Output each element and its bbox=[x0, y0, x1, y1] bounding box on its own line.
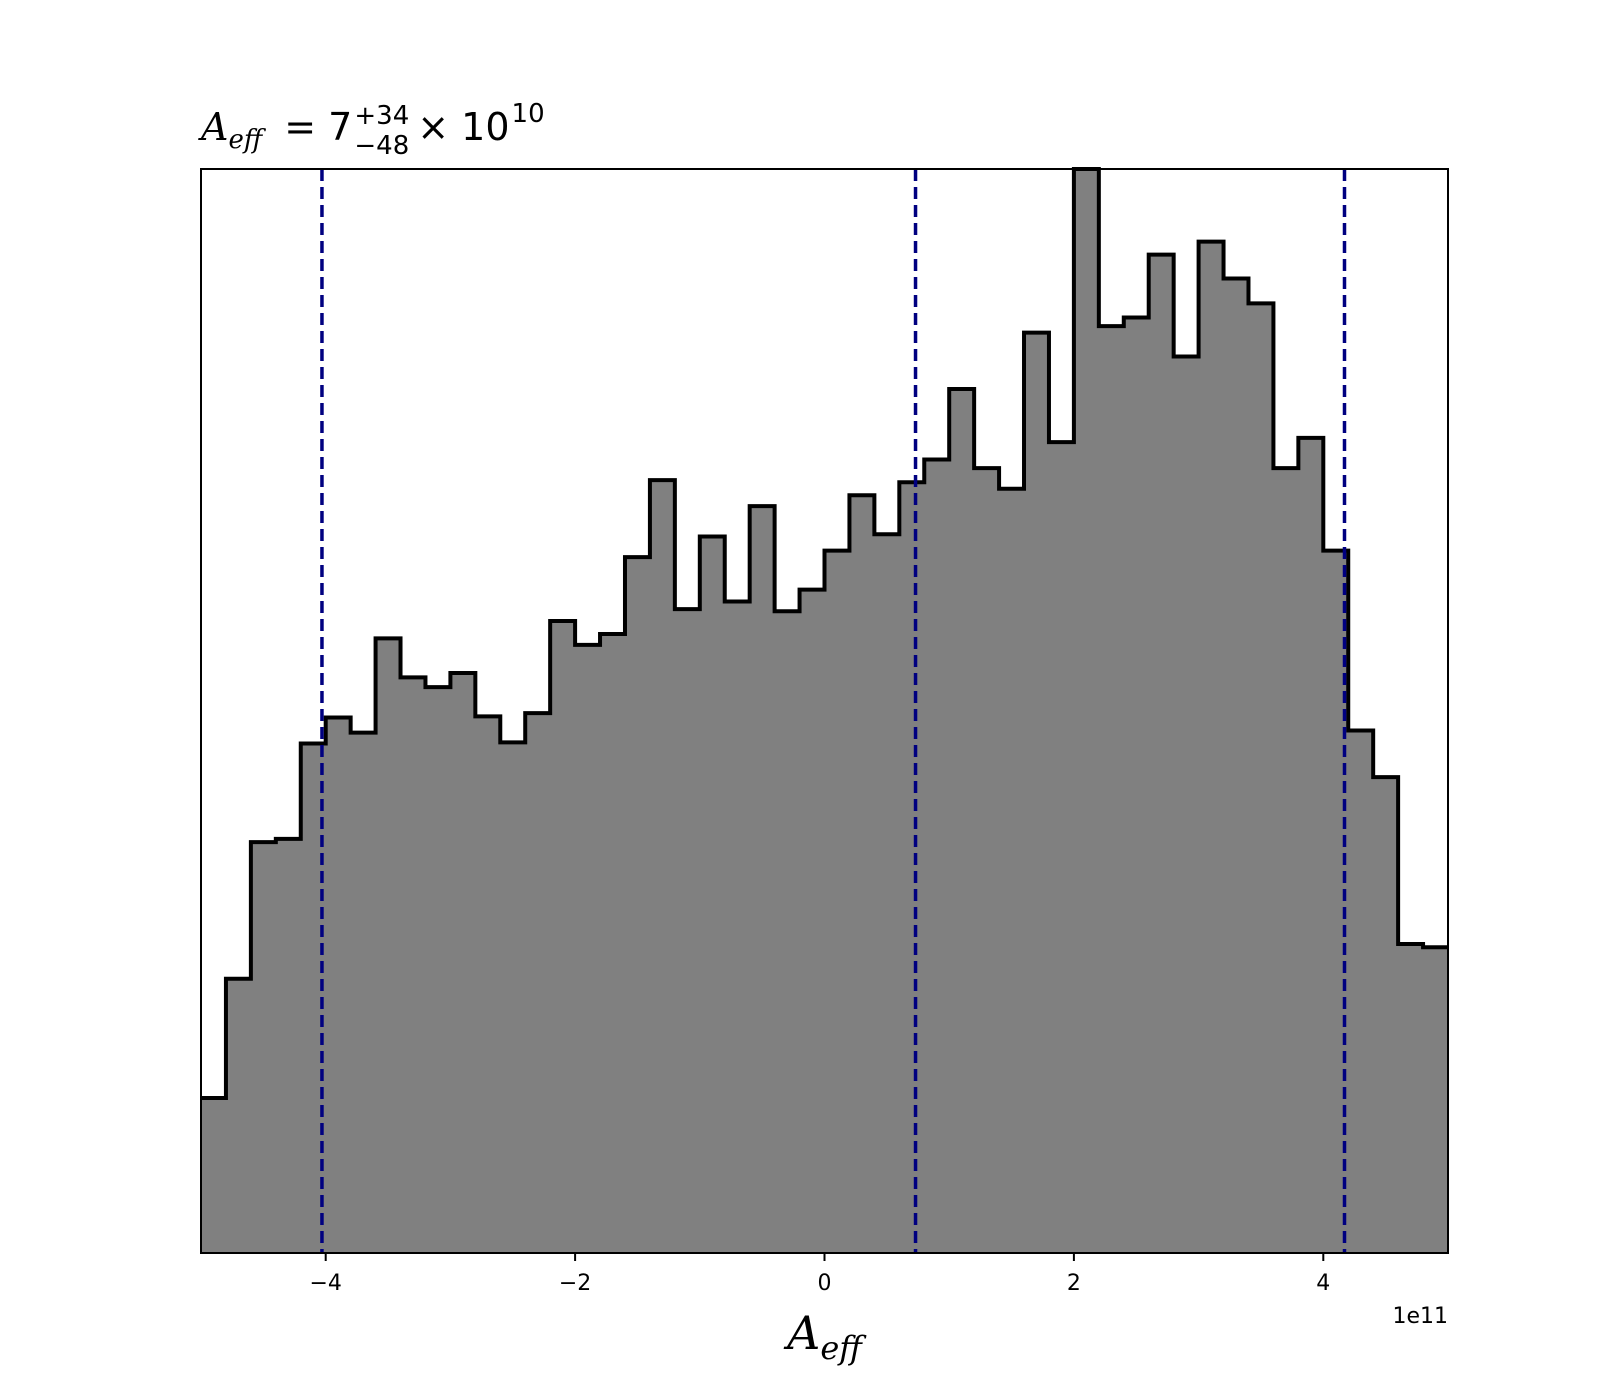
chart-title: Aeff = 7 bbox=[198, 105, 352, 155]
histogram-bar bbox=[475, 716, 501, 1253]
histogram-bar bbox=[400, 677, 427, 1253]
histogram-bar bbox=[1273, 468, 1299, 1254]
x-tick-label: 0 bbox=[818, 1271, 832, 1296]
histogram-bar bbox=[1123, 317, 1150, 1253]
histogram-bars bbox=[201, 167, 1449, 1254]
x-tick-label: −4 bbox=[309, 1271, 341, 1296]
histogram-bar bbox=[1298, 437, 1324, 1253]
histogram-bar bbox=[749, 506, 776, 1253]
histogram-bar bbox=[824, 550, 851, 1253]
histogram-bar bbox=[1148, 254, 1175, 1254]
histogram-bar bbox=[924, 459, 950, 1254]
histogram-bar bbox=[674, 609, 701, 1253]
histogram-bar bbox=[774, 611, 801, 1253]
histogram-bar bbox=[201, 1097, 227, 1253]
histogram-bar bbox=[1398, 944, 1424, 1253]
histogram-bar bbox=[1198, 241, 1225, 1254]
histogram-step-outline bbox=[201, 167, 1448, 1100]
histogram-bar bbox=[525, 713, 551, 1253]
histogram-bar bbox=[1423, 947, 1449, 1253]
histogram-bar bbox=[999, 488, 1025, 1253]
reference-lines bbox=[320, 169, 1347, 1253]
title-var-main: A bbox=[198, 105, 228, 149]
histogram-bar bbox=[874, 534, 900, 1253]
title-var-sub: eff bbox=[228, 125, 266, 155]
histogram-bar bbox=[1024, 332, 1050, 1254]
histogram-bar bbox=[1048, 442, 1075, 1254]
title-equals: = 7 bbox=[284, 105, 352, 149]
title-lower-error: −48 bbox=[354, 131, 409, 161]
histogram-bar bbox=[550, 621, 576, 1253]
histogram-bar bbox=[1073, 169, 1100, 1253]
histogram-bar bbox=[1373, 777, 1399, 1253]
title-multiplier: × 10 bbox=[417, 105, 509, 149]
histogram-bar bbox=[1223, 278, 1250, 1253]
histogram-bar bbox=[1098, 326, 1125, 1253]
x-axis-label: Aeff bbox=[783, 1306, 867, 1367]
histogram-bar bbox=[375, 638, 402, 1253]
histogram-bar bbox=[500, 742, 526, 1253]
x-tick-label: 2 bbox=[1067, 1271, 1081, 1296]
histogram-bar bbox=[699, 536, 726, 1253]
histogram-bar bbox=[600, 634, 626, 1253]
histogram-bar bbox=[450, 673, 476, 1253]
histogram-bar bbox=[949, 389, 975, 1253]
histogram-bar bbox=[1173, 356, 1200, 1254]
histogram-bar bbox=[275, 838, 302, 1253]
histogram-bar bbox=[799, 589, 826, 1253]
x-tick-label: −2 bbox=[559, 1271, 591, 1296]
histogram-bar bbox=[649, 480, 676, 1253]
histogram-bar bbox=[250, 842, 277, 1253]
x-axis-label-sub: eff bbox=[820, 1329, 867, 1367]
histogram-bar bbox=[325, 717, 352, 1253]
title-times-base: × 10 bbox=[417, 105, 509, 149]
histogram-bar bbox=[575, 644, 601, 1253]
histogram-bar bbox=[350, 732, 377, 1253]
x-axis-offset-text: 1e11 bbox=[1392, 1304, 1448, 1329]
histogram-bar bbox=[225, 978, 252, 1253]
histogram-bar bbox=[724, 601, 751, 1253]
histogram-bar bbox=[425, 687, 451, 1253]
title-exponent: 10 bbox=[512, 99, 545, 129]
histogram-bar bbox=[899, 482, 925, 1253]
histogram-bar bbox=[849, 495, 875, 1253]
x-axis-ticks: −4 −2 0 2 4 bbox=[309, 1253, 1330, 1296]
x-axis-label-main: A bbox=[783, 1306, 820, 1360]
title-upper-error: +34 bbox=[354, 101, 409, 131]
histogram-bar bbox=[1323, 550, 1349, 1253]
histogram-bar bbox=[1248, 303, 1275, 1253]
histogram-bar bbox=[1348, 730, 1374, 1253]
histogram-bar bbox=[974, 468, 1000, 1254]
x-tick-label: 4 bbox=[1316, 1271, 1330, 1296]
histogram-bar bbox=[624, 557, 651, 1253]
